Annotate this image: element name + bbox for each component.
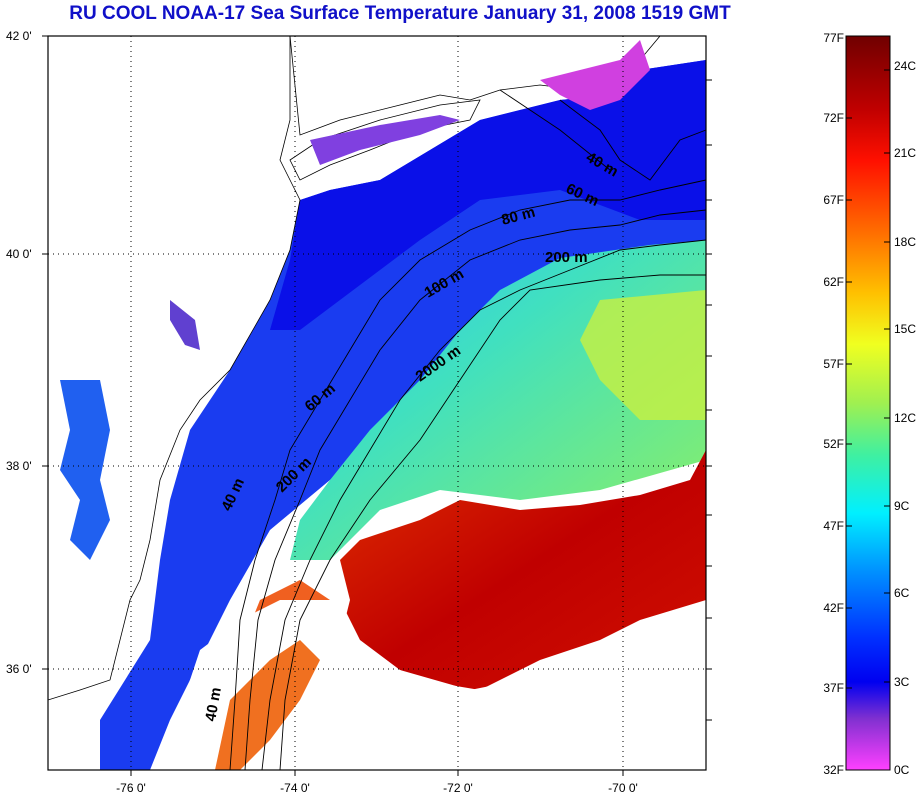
lat-label: 42 0' (6, 29, 32, 43)
colorbar-c-label: 24C (894, 59, 916, 73)
colorbar-f-label: 42F (823, 601, 844, 615)
lat-label: 36 0' (6, 662, 32, 676)
lon-label: -70 0' (608, 781, 638, 795)
colorbar-f-label: 47F (823, 519, 844, 533)
lon-label: -76 0' (116, 781, 146, 795)
frame-ticks (42, 35, 712, 776)
map-title: RU COOL NOAA-17 Sea Surface Temperature … (69, 3, 731, 24)
colorbar-f-label: 52F (823, 437, 844, 451)
chesapeake-bay (60, 380, 110, 560)
colorbar-c-label: 0C (894, 763, 910, 777)
colorbar-f-label: 62F (823, 275, 844, 289)
gulf-stream (340, 450, 706, 690)
lat-label: 38 0' (6, 459, 32, 473)
colorbar-f-label: 67F (823, 193, 844, 207)
colorbar-c-label: 12C (894, 411, 916, 425)
colorbar-gradient (845, 35, 891, 771)
lat-label: 40 0' (6, 247, 32, 261)
lon-label: -72 0' (443, 781, 473, 795)
colorbar-f-label: 37F (823, 681, 844, 695)
warm-slope-patch (580, 290, 706, 420)
lon-label: -74 0' (280, 781, 310, 795)
colorbar-f-label: 57F (823, 357, 844, 371)
colorbar: 77F 72F 67F 62F 57F 52F 47F 42F 37F 32F … (823, 31, 916, 777)
sst-map: 40 m 60 m 80 m 200 m 100 m 2000 m 60 m 2… (6, 29, 712, 795)
land-mainland (47, 35, 301, 701)
colorbar-f-label: 32F (823, 763, 844, 777)
colorbar-c-label: 9C (894, 499, 910, 513)
colorbar-c-label: 3C (894, 675, 910, 689)
colorbar-c-label: 21C (894, 146, 916, 160)
warm-fragments (215, 640, 320, 770)
colorbar-c-label: 6C (894, 586, 910, 600)
cold-coastal-ny (310, 115, 460, 165)
colorbar-c-label: 15C (894, 322, 916, 336)
isobath-label: 200 m (545, 249, 588, 266)
colorbar-f-label: 72F (823, 111, 844, 125)
delaware-bay (170, 300, 200, 350)
isobath-contours (229, 89, 707, 771)
colorbar-c-label: 18C (894, 235, 916, 249)
colorbar-f-label: 77F (823, 31, 844, 45)
map-frame (47, 35, 707, 771)
isobath-label: 40 m (202, 686, 225, 723)
cold-coastal-ma (540, 40, 650, 110)
colorbar-ticks (846, 69, 890, 689)
